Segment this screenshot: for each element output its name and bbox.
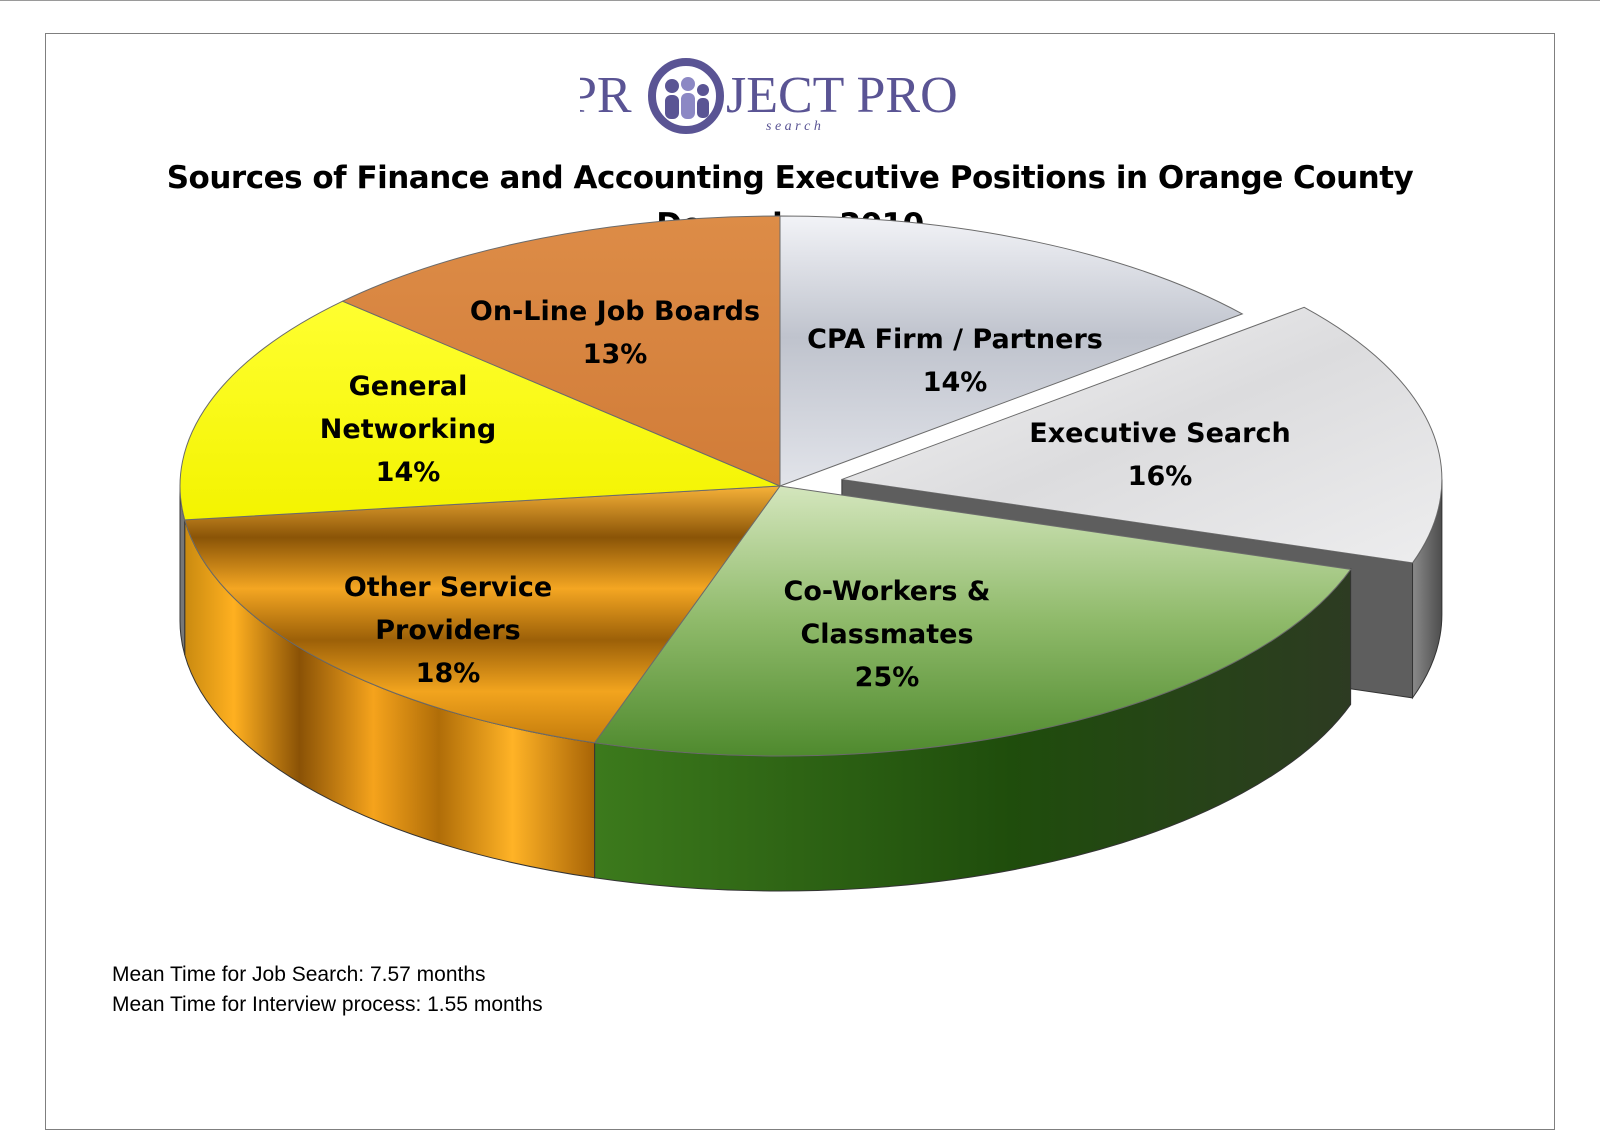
pie-slice-executive — [841, 306, 1443, 564]
logo-text-right: JECT PRO — [726, 67, 958, 124]
mean-time-interview: Mean Time for Interview process: 1.55 mo… — [112, 993, 543, 1016]
pie-slice-coworkers — [593, 485, 1352, 757]
top-rule — [0, 0, 1600, 1]
people-circle-icon — [648, 58, 724, 134]
pie-slice-online — [341, 215, 781, 487]
pie-label-networking: General Networking 14% — [320, 371, 496, 488]
pie-slice-networking — [179, 300, 781, 521]
chart-title-line1: Sources of Finance and Accounting Execut… — [166, 160, 1414, 196]
mean-time-job-search: Mean Time for Job Search: 7.57 months — [112, 963, 486, 986]
chart-title: Sources of Finance and Accounting Execut… — [140, 155, 1440, 249]
logo-subtext: s e a r c h — [766, 119, 821, 134]
pie-label-cpa: CPA Firm / Partners 14% — [807, 324, 1103, 398]
pie-label-other: Other Service Providers 18% — [344, 572, 552, 689]
footnotes: Mean Time for Job Search: 7.57 months Me… — [112, 960, 543, 1020]
pie-slice-cpa — [779, 215, 1244, 487]
pie-label-executive: Executive Search 16% — [1029, 418, 1290, 492]
pie-slice-other — [184, 485, 782, 744]
pie-label-online: On-Line Job Boards 13% — [470, 296, 760, 370]
pie-label-coworkers: Co-Workers & Classmates 25% — [784, 576, 991, 693]
